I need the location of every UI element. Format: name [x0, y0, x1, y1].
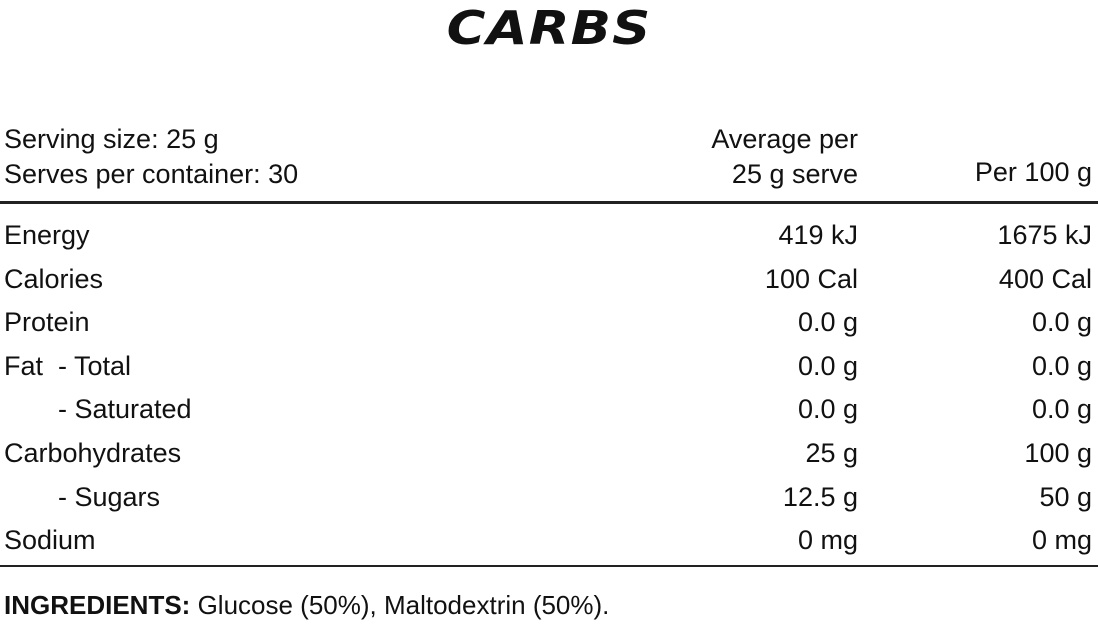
- per-serve-value: 100 Cal: [764, 263, 858, 294]
- ingredients-text: Glucose (50%), Maltodextrin (50%).: [190, 590, 610, 620]
- per-100g-value: 100 g: [1024, 438, 1092, 468]
- per-100g-header: Per 100 g: [974, 157, 1092, 187]
- per-100g-value: 0.0 g: [1031, 307, 1092, 338]
- nutrient-name: Sodium: [4, 525, 96, 556]
- per-serve-value: 25 g: [805, 438, 858, 468]
- table-row: Carbohydrates 25 g 100 g: [0, 431, 1098, 475]
- avg-per-serve-header-line1: Average per: [711, 124, 858, 154]
- per-100g-value: 0.0 g: [1031, 394, 1092, 425]
- per-serve-value: 12.5 g: [782, 481, 858, 512]
- nutrient-name: - Saturated: [58, 394, 192, 425]
- per-100g-value: 0.0 g: [1031, 350, 1092, 381]
- footer-divider: [0, 565, 1098, 567]
- per-100g-value: 0 mg: [1031, 525, 1092, 556]
- per-100g-value: 50 g: [1039, 481, 1092, 512]
- table-row: - Sugars 12.5 g 50 g: [0, 475, 1098, 519]
- table-row: Fat - Total 0.0 g 0.0 g: [0, 344, 1098, 388]
- nutrient-name: Calories: [4, 263, 104, 294]
- table-row: Sodium 0 mg 0 mg: [0, 518, 1098, 562]
- nutrient-name: - Sugars: [58, 481, 161, 512]
- per-serve-value: 0.0 g: [797, 307, 858, 338]
- per-serve-value: 0.0 g: [797, 394, 858, 425]
- avg-per-serve-header-line2: 25 g serve: [731, 159, 858, 189]
- nutrient-name: Carbohydrates: [4, 438, 182, 468]
- per-serve-value: 0.0 g: [797, 350, 858, 381]
- table-row: Protein 0.0 g 0.0 g: [0, 300, 1098, 344]
- header-divider: [0, 201, 1098, 204]
- per-100g-value: 1675 kJ: [997, 220, 1092, 250]
- product-title: CARBS: [446, 1, 652, 55]
- per-100g-value: 400 Cal: [998, 263, 1092, 294]
- table-row: Energy 419 kJ 1675 kJ: [0, 213, 1098, 257]
- table-row: - Saturated 0.0 g 0.0 g: [0, 387, 1098, 431]
- nutrient-name: Protein: [4, 307, 90, 338]
- ingredients-label: INGREDIENTS:: [4, 590, 191, 620]
- table-row: Calories 100 Cal 400 Cal: [0, 257, 1098, 301]
- per-serve-value: 419 kJ: [778, 220, 858, 250]
- nutrient-name: Fat - Total: [4, 350, 132, 381]
- ingredients: INGREDIENTS: Glucose (50%), Maltodextrin…: [4, 588, 609, 622]
- per-serve-value: 0 mg: [797, 525, 858, 556]
- serves-per-container: Serves per container: 30: [4, 159, 299, 189]
- serving-size: Serving size: 25 g: [4, 124, 219, 154]
- nutrient-name: Energy: [4, 220, 90, 250]
